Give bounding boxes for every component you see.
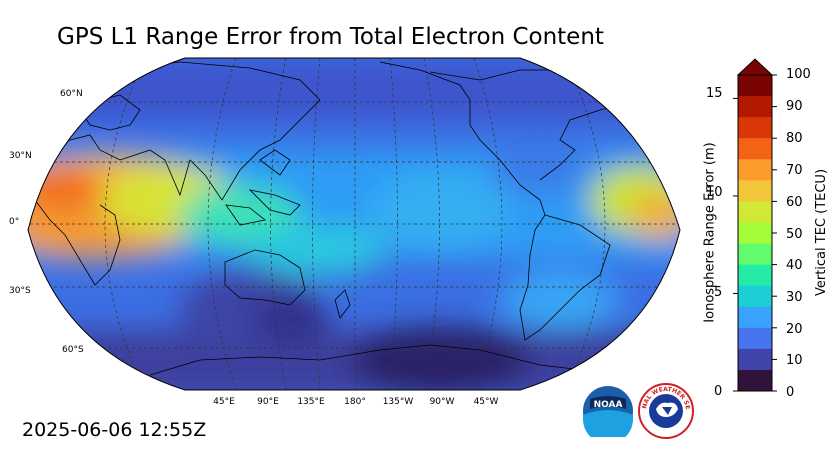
chart-title: GPS L1 Range Error from Total Electron C…	[57, 24, 604, 50]
colorbar-right-tick: 60	[786, 195, 803, 210]
lon-label: 45°W	[473, 397, 499, 407]
colorbar-right-tick: 70	[786, 163, 803, 178]
colorbar-segment	[738, 201, 772, 223]
colorbar-left-tick: 15	[706, 86, 723, 101]
lat-label: 0°	[9, 217, 20, 227]
colorbar-right-tick: 0	[786, 385, 795, 400]
colorbar-segment	[738, 180, 772, 202]
noaa-logo: NOAA	[583, 386, 633, 437]
colorbar-segment	[738, 327, 772, 350]
colorbar-segment	[738, 348, 772, 371]
lon-label: 45°E	[213, 397, 235, 407]
lon-label: 135°W	[382, 397, 414, 407]
colorbar-segment	[738, 306, 772, 329]
lon-label: 135°E	[297, 397, 325, 407]
colorbar-right-title: Vertical TEC (TECU)	[814, 168, 830, 297]
lon-label: 90°W	[429, 397, 455, 407]
colorbar-segment	[738, 138, 772, 160]
colorbar-segment	[738, 369, 772, 392]
colorbar-segment	[738, 159, 772, 181]
graticule	[28, 58, 680, 390]
colorbar-left-tick: 10	[706, 185, 723, 200]
timestamp: 2025-06-06 12:55Z	[22, 419, 207, 441]
colorbar-right-tick: 20	[786, 322, 803, 337]
colorbar-left-tick: 0	[714, 384, 723, 399]
colorbar-left-tick: 5	[714, 285, 723, 300]
colorbar-segment	[738, 96, 772, 118]
colorbar-right-tick: 50	[786, 227, 803, 242]
lon-label: 90°E	[257, 397, 279, 407]
colorbar-segment	[738, 117, 772, 139]
colorbar-right-tick: 80	[786, 131, 803, 146]
colorbar-right-tick: 100	[786, 67, 811, 82]
coastlines	[34, 61, 671, 376]
tec-field	[28, 58, 680, 390]
colorbar-right-tick: 40	[786, 258, 803, 273]
colorbar-segment	[738, 75, 772, 97]
colorbar-right-tick: 30	[786, 290, 803, 305]
lon-label: 180°	[344, 397, 366, 407]
lat-label: 30°N	[9, 151, 32, 161]
colorbar-right-tick: 10	[786, 353, 803, 368]
lat-label: 60°S	[62, 345, 84, 355]
colorbar-segment	[738, 285, 772, 308]
nws-logo: NATIONAL WEATHER SERVICE	[638, 383, 694, 439]
svg-text:NOAA: NOAA	[594, 400, 623, 410]
colorbar-segment	[738, 243, 772, 266]
colorbar-segment	[738, 264, 772, 287]
lat-label: 30°S	[9, 286, 31, 296]
colorbar-right-tick: 90	[786, 99, 803, 114]
lat-label: 60°N	[60, 89, 83, 99]
map-boundary	[27, 57, 681, 391]
colorbar-segment	[738, 222, 772, 245]
colorbar-extend-arrow	[736, 58, 774, 76]
